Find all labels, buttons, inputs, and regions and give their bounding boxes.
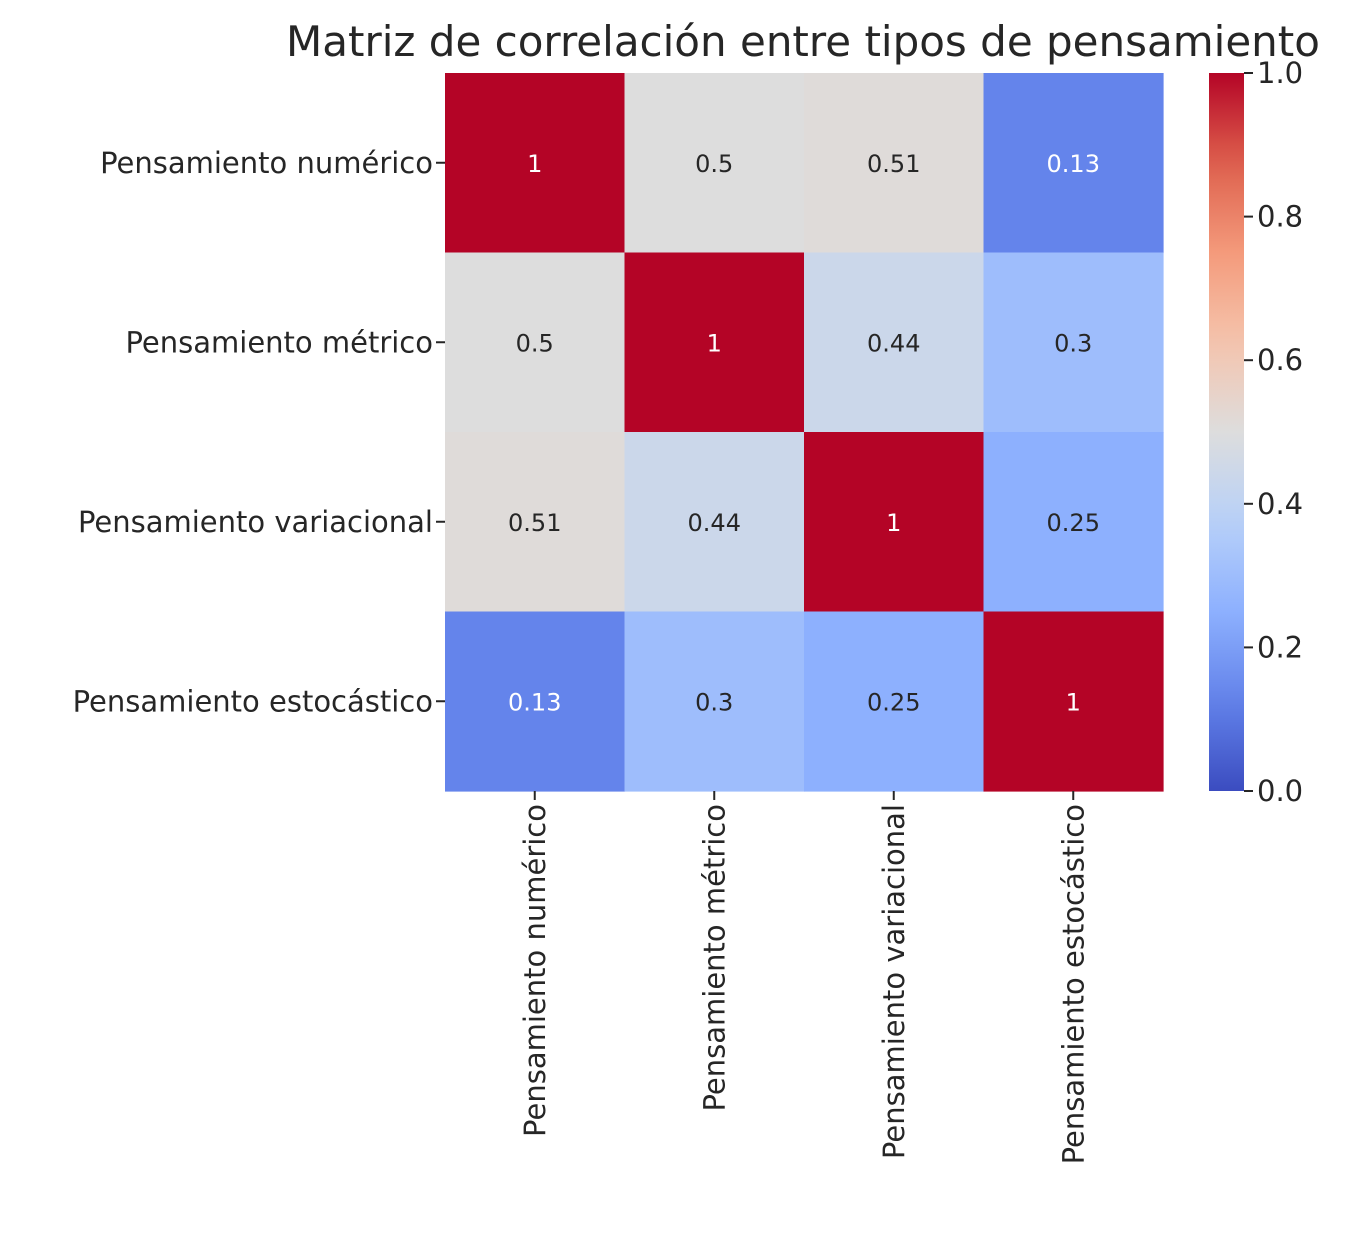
colorbar-tick-label-4: 0.8: [1257, 200, 1303, 234]
heatmap-cell-r2-c2: [804, 432, 985, 613]
cell-annotation-r1-c1: 1: [707, 329, 722, 357]
heatmap-cell-r0-c3: [983, 73, 1164, 254]
heatmap-cell-r1-c2: [804, 252, 985, 433]
colorbar-tick-label-1: 0.2: [1257, 630, 1303, 664]
y-tick-label-2: Pensamiento variacional: [78, 505, 433, 539]
colorbar-tick-label-0: 0.0: [1257, 774, 1303, 808]
chart-title: Matriz de correlación entre tipos de pen…: [286, 17, 1320, 66]
heatmap-cell-r3-c1: [624, 611, 805, 792]
cell-annotation-r0-c2: 0.51: [867, 150, 920, 178]
cell-annotation-r0-c0: 1: [527, 150, 542, 178]
cell-annotation-r1-c2: 0.44: [867, 329, 920, 357]
x-tick-label-3: Pensamiento estocástico: [1056, 804, 1090, 1164]
heatmap-cell-r2-c0: [445, 432, 626, 613]
row-labels: Pensamiento numérico Pensamiento métrico P…: [73, 146, 445, 718]
heatmap-cell-r3-c3: [983, 611, 1164, 792]
x-tick-label-2: Pensamiento variacional: [877, 804, 911, 1159]
cell-annotation-r2-c1: 0.44: [688, 509, 741, 537]
colorbar-tick-label-2: 0.4: [1257, 487, 1303, 521]
cell-annotation-r2-c2: 1: [886, 509, 901, 537]
colorbar-tick-label-5: 1.0: [1257, 56, 1303, 90]
cell-annotation-r3-c2: 0.25: [867, 688, 920, 716]
y-tick-label-3: Pensamiento estocástico: [73, 684, 433, 718]
cell-annotation-r1-c0: 0.5: [516, 329, 554, 357]
cell-annotation-r0-c1: 0.5: [695, 150, 733, 178]
heatmap-cell-r0-c0: [445, 73, 626, 254]
heatmap-cell-r2-c3: [983, 432, 1164, 613]
heatmap-cell-r0-c1: [624, 73, 805, 254]
heatmap-cell-r1-c0: [445, 252, 626, 433]
cell-annotation-r2-c3: 0.25: [1047, 509, 1100, 537]
column-labels: Pensamiento numérico Pensamiento métrico P…: [518, 791, 1090, 1164]
colorbar: 0.0 0.2 0.4 0.6 0.8 1.0: [1209, 56, 1303, 808]
x-tick-label-0: Pensamiento numérico: [518, 804, 552, 1137]
cell-annotation-r2-c0: 0.51: [508, 509, 561, 537]
heatmap-cell-r2-c1: [624, 432, 805, 613]
cell-annotation-r1-c3: 0.3: [1054, 329, 1092, 357]
cell-annotation-r0-c3: 0.13: [1047, 150, 1100, 178]
y-tick-label-0: Pensamiento numérico: [100, 146, 433, 180]
cell-annotation-r3-c0: 0.13: [508, 688, 561, 716]
cell-annotation-r3-c3: 1: [1066, 688, 1081, 716]
heatmap-cell-r3-c2: [804, 611, 985, 792]
heatmap-cell-r0-c2: [804, 73, 985, 254]
colorbar-gradient: [1209, 73, 1244, 791]
heatmap-cell-r3-c0: [445, 611, 626, 792]
colorbar-tick-label-3: 0.6: [1257, 343, 1303, 377]
heatmap-cells: 1 0.5 0.51 0.130.5 1 0.44 0.30.51 0.44 1 0.250.13…: [445, 73, 1164, 792]
heatmap-cell-r1-c3: [983, 252, 1164, 433]
heatmap-cell-r1-c1: [624, 252, 805, 433]
y-tick-label-1: Pensamiento métrico: [125, 325, 433, 359]
x-tick-label-1: Pensamiento métrico: [697, 804, 731, 1112]
cell-annotation-r3-c1: 0.3: [695, 688, 733, 716]
